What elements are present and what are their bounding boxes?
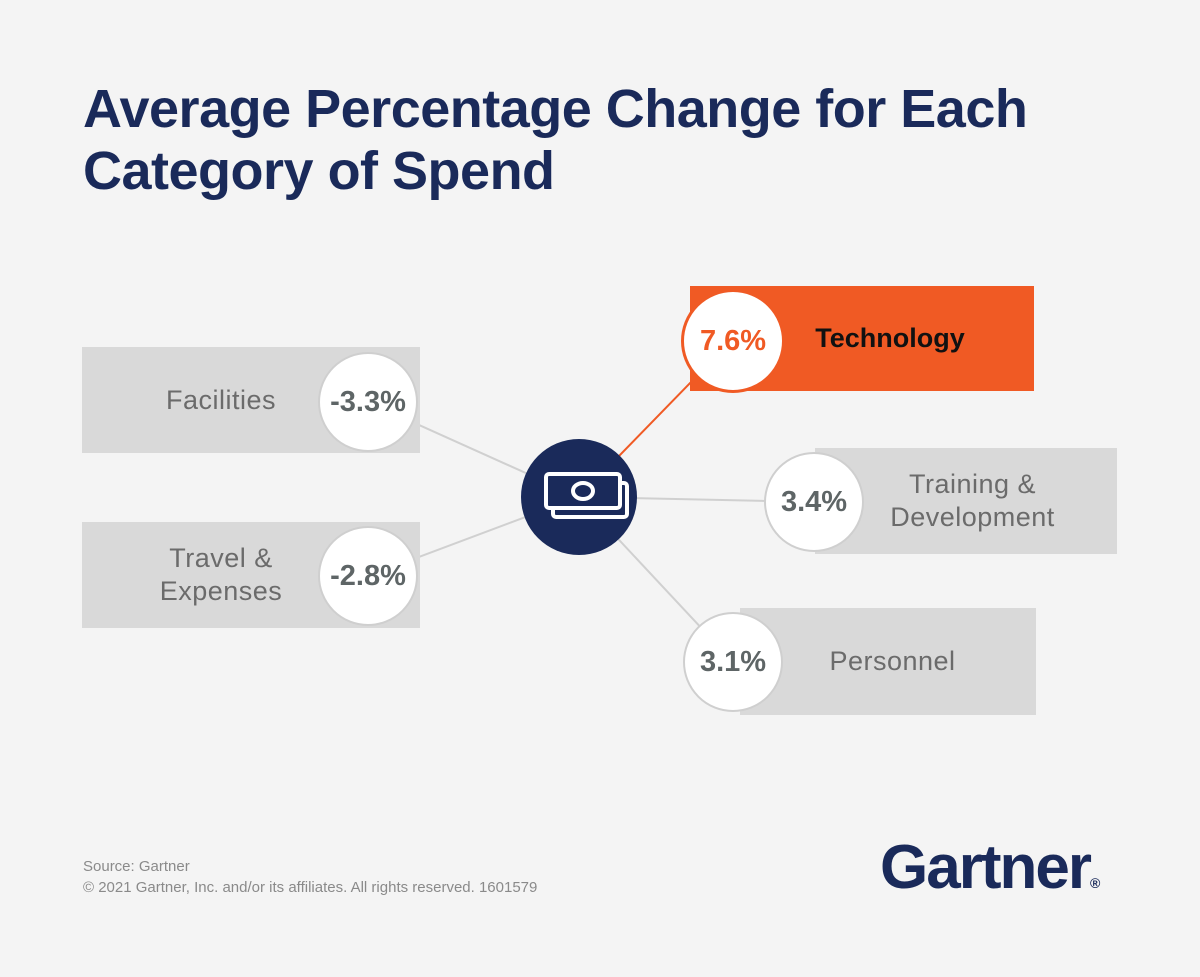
item-box: [815, 448, 1117, 554]
item-value: 7.6%: [681, 289, 785, 393]
item-value: -2.8%: [318, 526, 418, 626]
item-value: -3.3%: [318, 352, 418, 452]
footer-copyright: © 2021 Gartner, Inc. and/or its affiliat…: [83, 879, 538, 896]
item-label: Personnel: [829, 646, 956, 676]
title: Average Percentage Change for Each Categ…: [83, 79, 1028, 201]
item-value: 3.1%: [683, 612, 783, 712]
logo: Gartner®: [880, 832, 1100, 903]
logo-name: Gartner: [880, 833, 1092, 902]
center-icon: [521, 439, 637, 555]
footer-source: Source: Gartner: [83, 858, 190, 875]
item-label: Facilities: [165, 384, 277, 415]
item-label: Training & Development: [890, 469, 1055, 532]
item-box: [740, 608, 1036, 715]
item-label: Travel & Expenses: [159, 543, 283, 606]
logo-mark: ®: [1089, 875, 1101, 891]
item-label: Technology: [815, 323, 965, 353]
item-value: 3.4%: [764, 452, 864, 552]
